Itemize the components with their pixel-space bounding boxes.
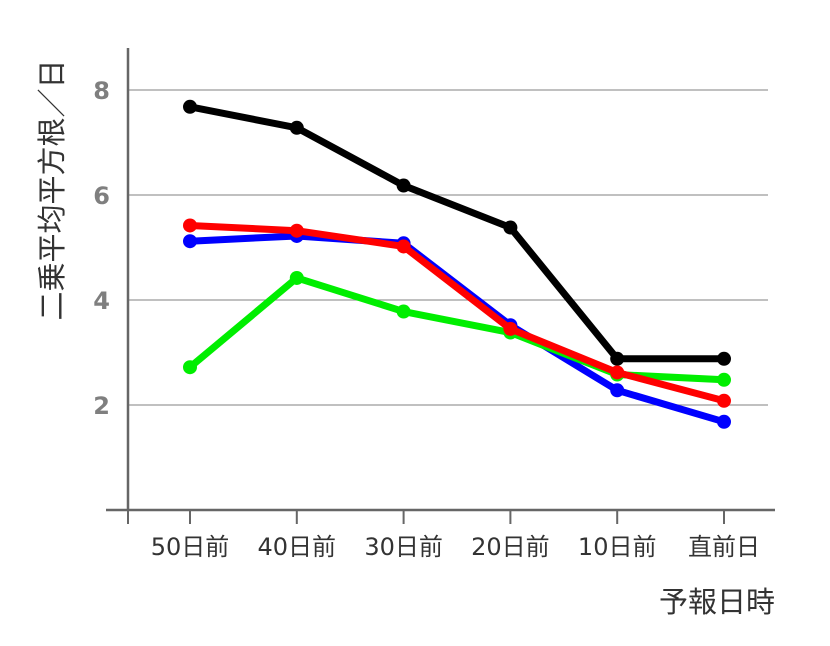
series-3-point-0 — [183, 218, 197, 233]
series-0-point-5 — [717, 351, 731, 366]
series-0-point-1 — [289, 120, 304, 135]
x-tick-label-1: 40日前 — [258, 533, 337, 561]
series-2-point-5 — [717, 372, 731, 387]
series-lines — [183, 99, 731, 429]
y-tick-label-6: 6 — [93, 182, 110, 210]
x-axis-title: 予報日時 — [659, 585, 775, 619]
series-1-point-0 — [183, 234, 197, 249]
x-tick-label-5: 直前日 — [688, 533, 760, 561]
x-tick-label-2: 30日前 — [364, 533, 443, 561]
series-0-point-2 — [396, 178, 411, 193]
series-line-0 — [186, 103, 728, 363]
series-0-point-4 — [610, 351, 625, 366]
series-line-1 — [186, 232, 728, 426]
series-0-point-3 — [503, 220, 518, 235]
series-3-point-5 — [717, 393, 731, 408]
x-tick-label-4: 10日前 — [578, 533, 657, 561]
series-2-point-0 — [183, 360, 197, 375]
tick-labels: 2 4 6 8 50日前 40日前 30日前 20日前 10日前 直前日 — [93, 77, 760, 561]
x-tick-label-3: 20日前 — [471, 533, 550, 561]
series-2-point-2 — [396, 304, 411, 319]
y-tick-label-2: 2 — [93, 392, 110, 420]
series-2-point-1 — [289, 270, 304, 285]
x-tick-label-0: 50日前 — [151, 533, 230, 561]
series-3-point-2 — [396, 239, 411, 254]
series-line-2 — [186, 274, 728, 384]
series-3-point-1 — [289, 223, 304, 238]
series-3-point-3 — [503, 321, 518, 336]
y-axis-title: 二乗平均平方根／日 — [35, 59, 69, 320]
series-0-point-0 — [183, 99, 197, 114]
series-1-point-5 — [717, 414, 731, 429]
y-tick-label-4: 4 — [93, 287, 110, 315]
series-line-3 — [186, 221, 728, 405]
axes — [106, 48, 775, 524]
series-1-point-4 — [610, 383, 625, 398]
series-3-point-4 — [610, 365, 625, 380]
y-tick-label-8: 8 — [93, 77, 110, 105]
